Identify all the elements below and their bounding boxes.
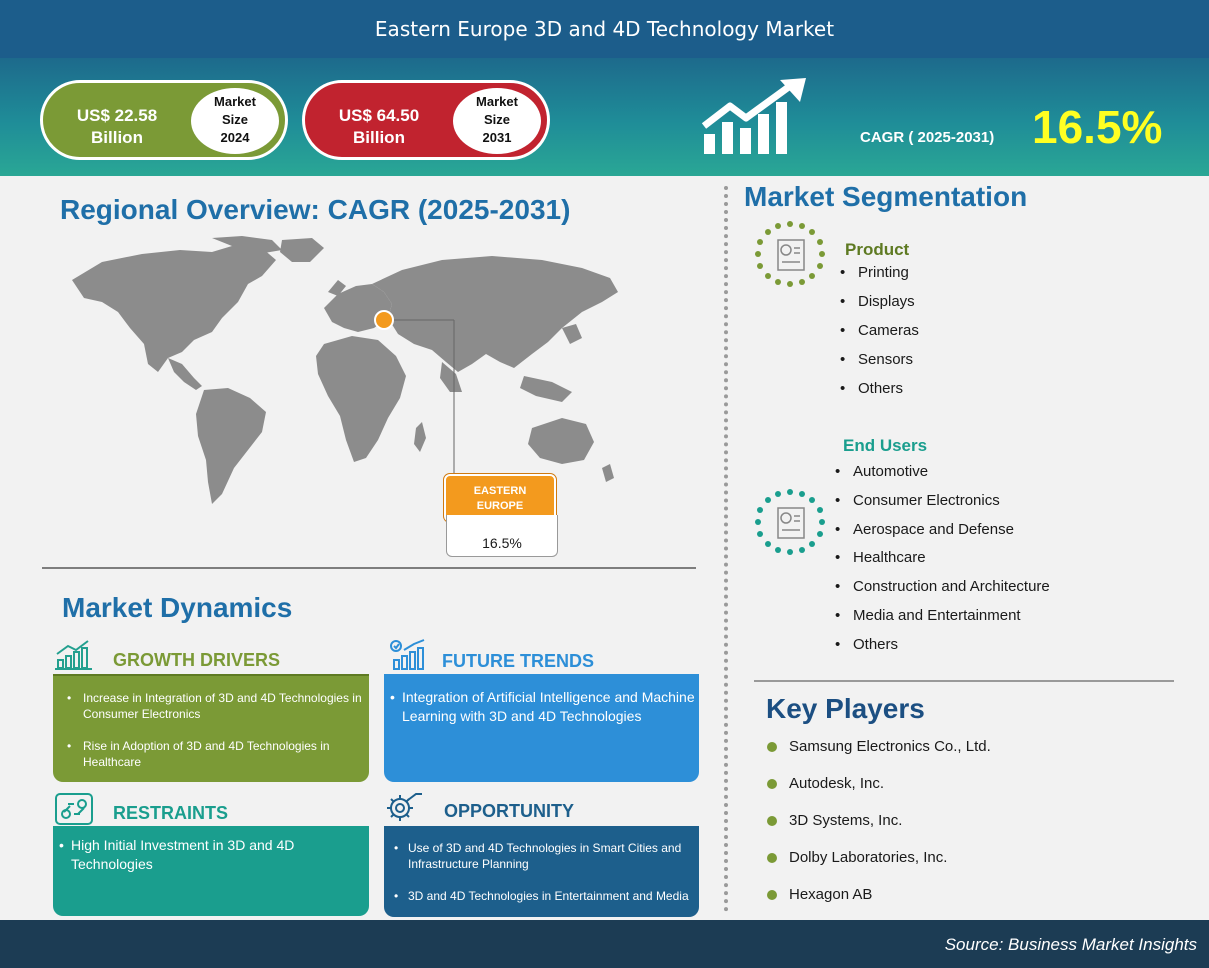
end-users-list: Automotive Consumer Electronics Aerospac…: [833, 463, 1050, 665]
bullet-icon: [767, 742, 777, 752]
product-list: Printing Displays Cameras Sensors Others: [838, 264, 919, 409]
list-item: Others: [833, 636, 1050, 665]
list-item: Hexagon AB: [766, 886, 991, 923]
divider: [754, 680, 1174, 682]
footer: Source: Business Market Insights: [0, 920, 1209, 968]
list-item: Use of 3D and 4D Technologies in Smart C…: [384, 840, 699, 872]
page-title: Eastern Europe 3D and 4D Technology Mark…: [374, 17, 835, 41]
market-size-2024-label: Market Size 2024: [191, 88, 279, 154]
stats-bar: US$ 22.58 Billion Market Size 2024 US$ 6…: [0, 58, 1209, 176]
list-item: Increase in Integration of 3D and 4D Tec…: [53, 690, 369, 722]
cagr-value: 16.5%: [1032, 101, 1163, 153]
list-item: Dolby Laboratories, Inc.: [766, 849, 991, 886]
key-players-title: Key Players: [766, 693, 925, 724]
list-item: Integration of Artificial Intelligence a…: [384, 688, 699, 726]
source-note: Source: Business Market Insights: [944, 935, 1197, 954]
list-item: Printing: [838, 264, 919, 293]
market-size-2024-badge: US$ 22.58 Billion Market Size 2024: [40, 80, 288, 160]
bullet-icon: [767, 816, 777, 826]
market-size-2031-badge: US$ 64.50 Billion Market Size 2031: [302, 80, 550, 160]
future-trends-icon: [390, 639, 425, 670]
market-size-2031-amount: US$ 64.50 Billion: [338, 106, 420, 147]
market-size-2024-amount: US$ 22.58 Billion: [76, 106, 158, 147]
eastern-europe-cagr: 16.5%: [446, 515, 558, 557]
vertical-divider: [724, 186, 728, 912]
list-item: Displays: [838, 293, 919, 322]
opportunity-box: Use of 3D and 4D Technologies in Smart C…: [384, 826, 699, 917]
eastern-europe-label: EASTERN EUROPE: [444, 474, 556, 522]
title-bar: Eastern Europe 3D and 4D Technology Mark…: [0, 0, 1209, 58]
end-users-heading: End Users: [843, 436, 928, 455]
list-item: Media and Entertainment: [833, 607, 1050, 636]
list-item: Healthcare: [833, 549, 1050, 578]
list-item: Construction and Architecture: [833, 578, 1050, 607]
restraints-heading: RESTRAINTS: [113, 803, 229, 823]
list-item: Others: [838, 380, 919, 409]
list-item: Consumer Electronics: [833, 492, 1050, 521]
list-item: Samsung Electronics Co., Ltd.: [766, 738, 991, 775]
list-item: High Initial Investment in 3D and 4D Tec…: [53, 836, 369, 874]
market-size-2031-label: Market Size 2031: [453, 88, 541, 154]
list-item: Aerospace and Defense: [833, 521, 1050, 550]
divider: [42, 567, 696, 569]
growth-drivers-icon: [55, 640, 92, 670]
growth-chart-icon: [701, 78, 806, 154]
list-item: 3D Systems, Inc.: [766, 812, 991, 849]
opportunity-heading: OPPORTUNITY: [444, 801, 575, 821]
restraints-box: High Initial Investment in 3D and 4D Tec…: [53, 826, 369, 916]
bullet-icon: [767, 890, 777, 900]
list-item: Rise in Adoption of 3D and 4D Technologi…: [53, 738, 369, 770]
product-segment-icon: [755, 221, 825, 287]
bullet-icon: [767, 853, 777, 863]
future-trends-heading: FUTURE TRENDS: [442, 651, 594, 671]
restraints-icon: [55, 793, 93, 825]
list-item: Autodesk, Inc.: [766, 775, 991, 812]
market-segmentation-title: Market Segmentation: [744, 181, 1028, 212]
key-players-list: Samsung Electronics Co., Ltd. Autodesk, …: [766, 738, 991, 923]
market-dynamics-title: Market Dynamics: [62, 592, 293, 623]
product-heading: Product: [845, 240, 910, 259]
bullet-icon: [767, 779, 777, 789]
future-trends-box: Integration of Artificial Intelligence a…: [384, 674, 699, 782]
list-item: 3D and 4D Technologies in Entertainment …: [384, 888, 699, 904]
regional-overview-title: Regional Overview: CAGR (2025-2031): [60, 194, 571, 225]
growth-drivers-box: Increase in Integration of 3D and 4D Tec…: [53, 674, 369, 782]
list-item: Sensors: [838, 351, 919, 380]
growth-drivers-heading: GROWTH DRIVERS: [113, 650, 281, 670]
list-item: Automotive: [833, 463, 1050, 492]
list-item: Cameras: [838, 322, 919, 351]
eastern-europe-marker: [374, 310, 394, 330]
world-map: [72, 236, 618, 504]
end-users-segment-icon: [755, 489, 825, 555]
cagr-label: CAGR ( 2025-2031): [860, 129, 995, 146]
opportunity-icon: [387, 793, 422, 821]
